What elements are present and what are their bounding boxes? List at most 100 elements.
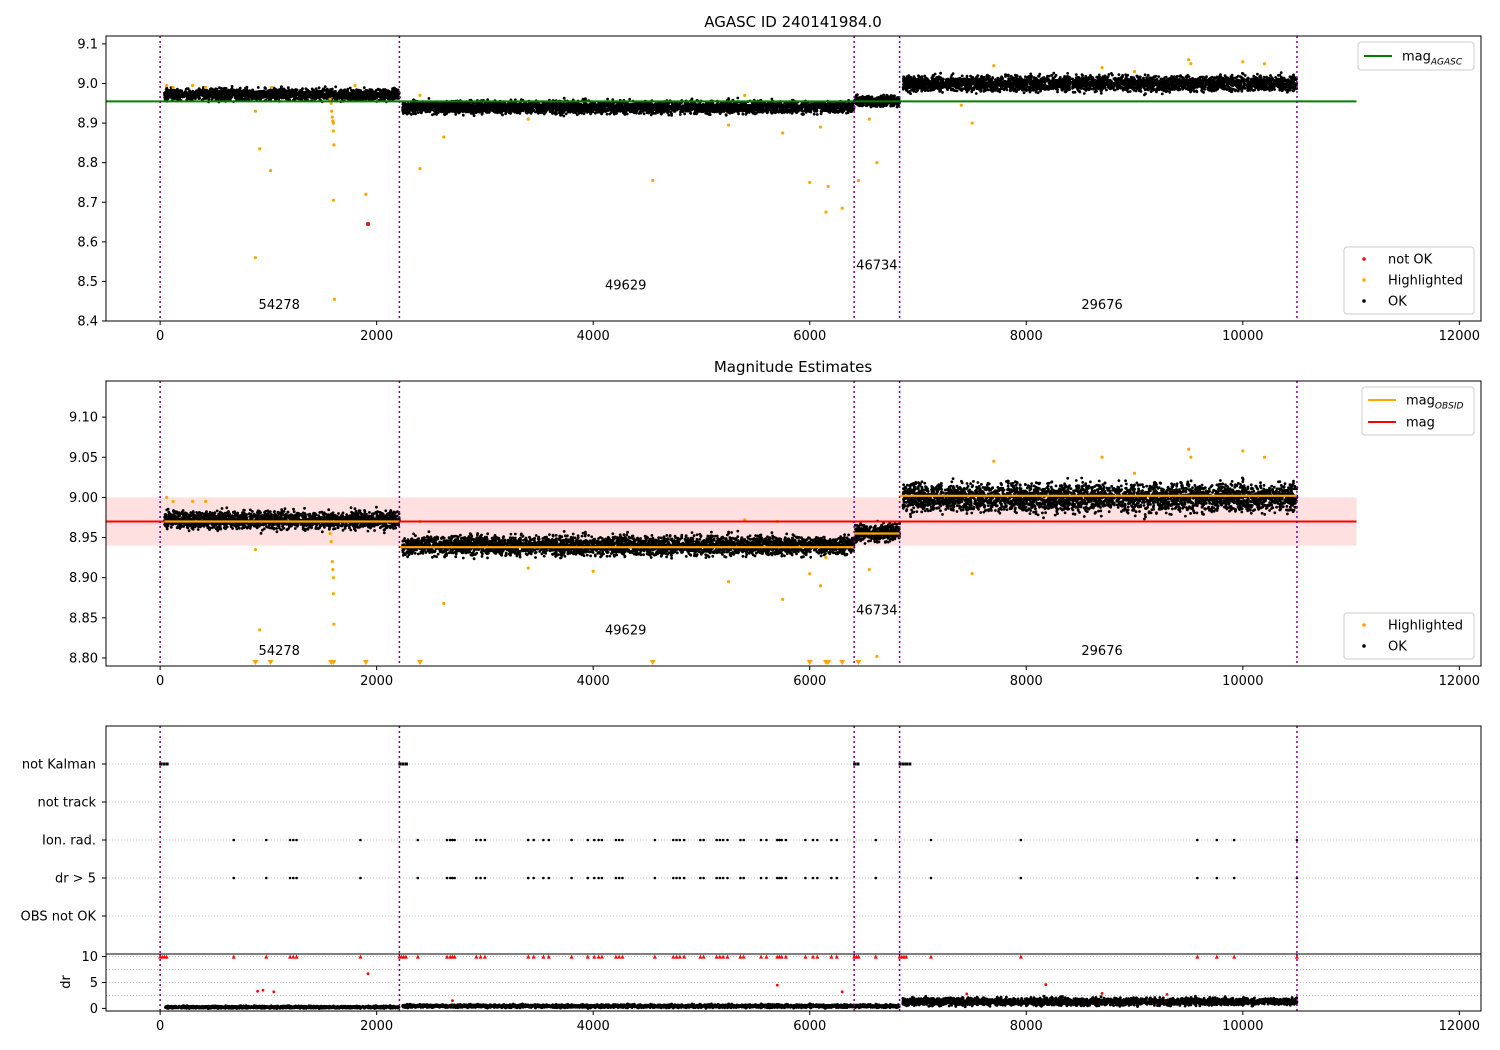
top-ok-point <box>373 92 376 95</box>
top-ok-point <box>201 93 205 97</box>
top-ok-point <box>268 90 272 94</box>
top-ok-point <box>395 93 399 97</box>
top-ok-point <box>454 113 458 116</box>
top-ok-point <box>275 91 279 95</box>
top-ok-point <box>800 104 803 108</box>
top-ok-point <box>628 97 632 101</box>
top-ok-point <box>370 88 374 92</box>
top-ok-point <box>752 102 756 106</box>
top-ok-point <box>584 97 587 100</box>
top-ok-point <box>191 92 195 95</box>
top-ok-point <box>237 91 241 95</box>
top-ok-point <box>180 92 184 96</box>
top-ok-point <box>165 86 169 90</box>
top-ok-point <box>223 89 227 93</box>
top-ok-point <box>263 86 267 89</box>
top-ok-point <box>732 105 736 108</box>
top-ok-point <box>613 110 617 113</box>
top-ok-point <box>606 105 610 109</box>
top-ok-point <box>179 89 183 93</box>
top-ok-point <box>316 89 320 93</box>
top-ok-point <box>237 88 241 91</box>
top-ok-point <box>358 90 362 93</box>
top-ok-point <box>352 96 356 99</box>
top-ok-point <box>264 90 268 94</box>
top-ok-point <box>306 92 310 95</box>
top-ok-point <box>737 112 740 116</box>
top-ok-point <box>278 89 281 93</box>
top-ok-point <box>390 97 393 101</box>
top-ok-point <box>168 91 172 95</box>
top-ok-point <box>289 90 292 94</box>
top-ok-point <box>736 96 740 100</box>
top-ok-point <box>316 93 320 96</box>
top-ok-point <box>240 89 244 93</box>
top-ok-point <box>204 89 207 93</box>
top-ok-point <box>431 113 434 117</box>
top-ok-point <box>304 94 307 97</box>
top-ok-point <box>194 93 198 96</box>
top-ok-point <box>335 94 339 97</box>
top-ok-point <box>461 113 465 117</box>
top-ok-point <box>518 111 522 115</box>
top-ok-point <box>379 97 383 101</box>
top-ok-point <box>269 97 273 101</box>
top-ok-point <box>270 93 273 97</box>
top-ok-point <box>218 96 222 99</box>
top-ok-point <box>770 97 774 101</box>
top-ok-point <box>466 110 470 114</box>
top-ok-point <box>211 93 215 97</box>
top-ok-point <box>472 114 476 117</box>
top-ok-point <box>349 93 353 96</box>
top-ok-point <box>336 96 339 100</box>
top-ok-point <box>351 91 355 94</box>
top-ok-point <box>769 110 773 114</box>
top-ok-point <box>387 91 391 95</box>
top-ok-point <box>642 112 646 116</box>
top-ok-point <box>272 95 276 98</box>
top-ok-point <box>361 93 364 96</box>
top-ok-point <box>186 91 190 95</box>
top-ok-point <box>214 94 218 97</box>
top-ok-point <box>304 87 308 91</box>
top-ok-point <box>230 85 234 88</box>
top-ok-point <box>172 94 176 97</box>
top-ok-point <box>340 92 344 95</box>
top-ok-point <box>765 111 769 115</box>
top-ok-point <box>163 96 167 99</box>
top-ok-point <box>343 94 347 98</box>
top-ok-point <box>427 97 431 100</box>
top-ok-point <box>252 91 255 95</box>
top-ok-point <box>332 90 335 94</box>
top-ok-point <box>272 92 276 96</box>
top-ok-point <box>364 96 367 100</box>
top-ok-point <box>187 97 191 101</box>
top-ok-point <box>562 96 566 100</box>
top-ok-point <box>182 95 186 98</box>
top-ok-point <box>392 95 396 99</box>
top-ok-point <box>208 90 212 94</box>
top-ok-point <box>669 112 673 115</box>
top-ok-point <box>248 94 252 97</box>
top-ok-point <box>329 93 333 96</box>
top-ok-point <box>819 112 823 116</box>
top-ok-point <box>689 112 693 115</box>
top-ok-point <box>350 97 353 101</box>
top-ok-point <box>166 95 170 99</box>
top-ok-point <box>347 97 350 101</box>
top-ok-point <box>240 93 244 97</box>
top-ok-point <box>625 112 629 116</box>
top-ok-point <box>236 94 239 98</box>
top-ok-point <box>332 96 336 100</box>
top-ok-point <box>245 96 248 100</box>
top-ok-point <box>282 92 286 95</box>
top-ok-point <box>257 93 261 97</box>
top-ok-point <box>386 95 389 98</box>
top-ok-point <box>254 90 258 94</box>
top-ok-point <box>224 87 228 90</box>
top-ok-point <box>294 90 297 94</box>
top-ok-point <box>307 94 311 98</box>
top-ok-point <box>219 89 223 92</box>
top-ok-point <box>245 94 249 97</box>
